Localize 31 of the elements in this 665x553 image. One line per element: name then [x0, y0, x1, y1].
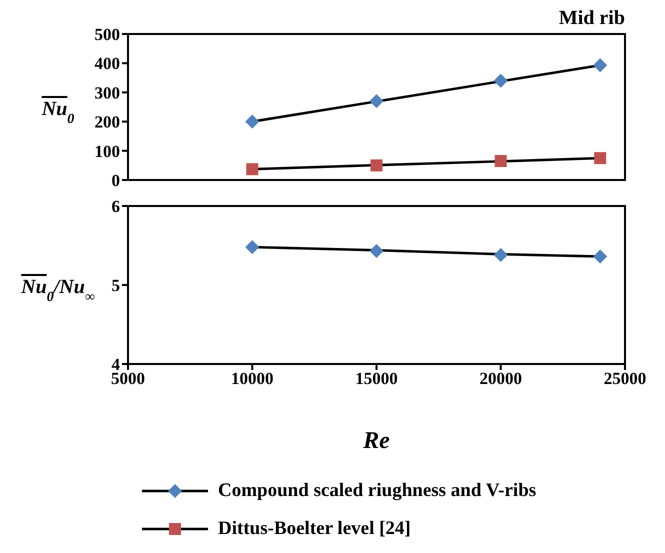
y-tick-label: 0 [112, 171, 120, 190]
point [245, 240, 260, 254]
point [593, 250, 608, 264]
y-axis-title: Nu$_{0}$ [40, 98, 74, 126]
x-tick-label: 5000 [111, 369, 145, 388]
x-axis-title: Re [362, 428, 390, 454]
y-axis-title: Nu$_{0}$/Nu$_{∞}$ [20, 276, 95, 304]
legend-label: Dittus-Boelter level [24] [218, 518, 411, 540]
y-tick-label: 300 [94, 83, 120, 102]
y-tick-label: 200 [94, 112, 120, 132]
point [370, 94, 384, 108]
point [494, 248, 508, 262]
chart-title: Mid rib [558, 7, 625, 29]
point [370, 244, 384, 258]
point [594, 152, 606, 164]
point [494, 74, 508, 88]
x-tick-label: 10000 [231, 369, 274, 388]
x-tick-label: 15000 [355, 369, 398, 388]
x-tick-label: 25000 [604, 369, 646, 388]
y-tick-label: 5 [112, 276, 120, 296]
y-tick-label: 100 [94, 142, 120, 161]
point [246, 163, 258, 176]
point [370, 159, 382, 172]
x-tick-label: 20000 [480, 369, 522, 388]
point [245, 114, 260, 129]
y-tick-label: 6 [112, 197, 120, 216]
point [494, 155, 507, 168]
legend-label: Compound scaled riughness and V-ribs [218, 480, 536, 502]
point [593, 58, 608, 72]
y-tick-label: 500 [94, 25, 120, 44]
y-tick-label: 400 [94, 54, 120, 74]
